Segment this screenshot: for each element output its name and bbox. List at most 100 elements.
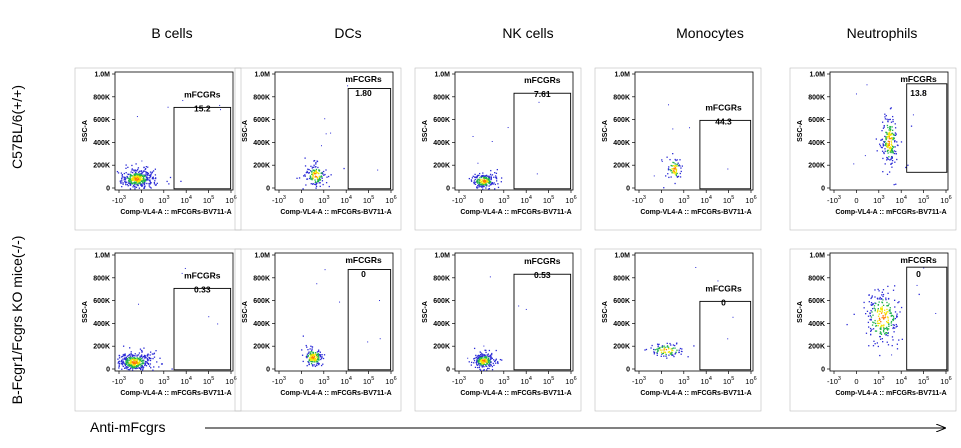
event-dot bbox=[487, 188, 490, 190]
event-dot bbox=[122, 361, 124, 363]
event-dot bbox=[135, 361, 137, 363]
event-dot bbox=[310, 359, 312, 361]
x-axis-label: Comp-VL4-A :: mFCGRs-BV711-A bbox=[460, 390, 571, 397]
event-dot bbox=[885, 137, 887, 139]
event-dot bbox=[475, 181, 477, 183]
event-dot bbox=[307, 355, 309, 357]
event-dot bbox=[494, 188, 496, 190]
event-dot bbox=[217, 323, 219, 325]
y-axis-label: SSC-A bbox=[242, 120, 249, 142]
event-dot bbox=[481, 356, 483, 358]
event-dot bbox=[132, 175, 134, 177]
event-dot bbox=[480, 356, 482, 358]
event-dot bbox=[490, 358, 492, 360]
event-dot bbox=[140, 356, 142, 358]
event-dot bbox=[886, 146, 889, 149]
event-dot bbox=[888, 323, 890, 325]
bottom-axis-annotation: Anti-mFcgrs bbox=[90, 419, 945, 435]
event-dot bbox=[307, 168, 309, 170]
event-dot bbox=[481, 354, 483, 356]
event-dot bbox=[137, 168, 139, 171]
event-dot bbox=[129, 181, 132, 183]
event-dot bbox=[487, 354, 489, 356]
event-dot bbox=[674, 167, 677, 169]
y-tick-label: 0 bbox=[266, 367, 270, 374]
plot-area bbox=[829, 71, 949, 191]
event-dot bbox=[882, 315, 884, 317]
y-tick-label: 400K bbox=[253, 140, 270, 147]
event-dot bbox=[141, 366, 144, 368]
y-axis-label: SSC-A bbox=[422, 301, 429, 323]
event-dot bbox=[482, 365, 484, 367]
event-dot bbox=[675, 159, 677, 162]
event-dot bbox=[887, 133, 890, 136]
y-tick-label: 800K bbox=[613, 275, 630, 282]
event-dot bbox=[311, 171, 313, 173]
event-dot bbox=[898, 301, 900, 303]
event-dot bbox=[131, 361, 133, 363]
event-dot bbox=[672, 161, 674, 164]
event-dot bbox=[675, 174, 677, 177]
event-dot bbox=[871, 296, 873, 299]
event-dot bbox=[474, 183, 477, 185]
event-dot bbox=[134, 178, 136, 180]
event-dot bbox=[123, 358, 126, 360]
event-dot bbox=[886, 145, 888, 147]
event-dot bbox=[673, 355, 675, 358]
event-dot bbox=[130, 183, 132, 186]
event-dot bbox=[660, 355, 662, 357]
event-dot bbox=[910, 125, 913, 127]
event-dot bbox=[153, 356, 156, 358]
event-dot bbox=[379, 300, 381, 302]
plot-area bbox=[454, 71, 574, 191]
x-tick-label: 106 bbox=[385, 195, 396, 205]
event-dot bbox=[886, 305, 888, 307]
event-dot bbox=[312, 182, 314, 185]
event-dot bbox=[653, 348, 655, 351]
event-dot bbox=[893, 324, 896, 326]
event-dot bbox=[876, 150, 878, 152]
event-dot bbox=[155, 184, 157, 186]
event-dot bbox=[474, 357, 476, 360]
event-dot bbox=[476, 175, 479, 177]
event-dot bbox=[311, 354, 313, 356]
event-dot bbox=[318, 169, 320, 171]
event-dot bbox=[888, 171, 891, 173]
event-dot bbox=[879, 338, 882, 340]
gate-label: mFCGRs bbox=[524, 256, 561, 266]
event-dot bbox=[880, 328, 882, 331]
event-dot bbox=[488, 359, 490, 362]
event-dot bbox=[889, 307, 891, 309]
gate-percentage: 44.3 bbox=[715, 116, 732, 126]
event-dot bbox=[318, 178, 321, 180]
event-dot bbox=[155, 350, 157, 352]
event-dot bbox=[138, 362, 141, 364]
event-dot bbox=[121, 355, 124, 358]
event-dot bbox=[670, 348, 672, 350]
event-dot bbox=[497, 362, 499, 365]
event-dot bbox=[485, 177, 488, 180]
event-dot bbox=[314, 173, 316, 175]
event-dot bbox=[142, 175, 144, 177]
event-dot bbox=[668, 176, 670, 179]
event-dot bbox=[143, 183, 145, 186]
event-dot bbox=[315, 359, 317, 361]
event-dot bbox=[160, 363, 163, 365]
event-dot bbox=[126, 359, 129, 361]
event-dot bbox=[878, 290, 880, 292]
event-dot bbox=[884, 309, 886, 311]
event-dot bbox=[122, 354, 124, 356]
event-cloud bbox=[117, 267, 219, 371]
event-dot bbox=[301, 349, 303, 351]
event-dot bbox=[883, 328, 885, 330]
event-dot bbox=[481, 186, 483, 188]
event-dot bbox=[891, 134, 893, 136]
event-dot bbox=[491, 141, 493, 143]
event-dot bbox=[488, 367, 490, 370]
event-dot bbox=[478, 355, 481, 357]
event-dot bbox=[308, 361, 310, 364]
event-dot bbox=[657, 347, 659, 350]
event-dot bbox=[896, 325, 898, 327]
event-dot bbox=[481, 175, 483, 177]
plot-area bbox=[634, 71, 754, 191]
